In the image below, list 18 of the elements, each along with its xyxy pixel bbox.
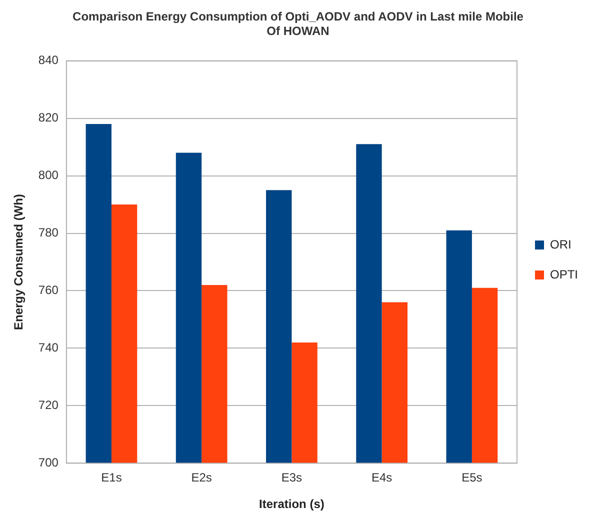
y-tick-label: 840 xyxy=(38,53,59,68)
chart-title: Comparison Energy Consumption of Opti_AODV and AODV in Last mile Mobile Of HOWAN xyxy=(72,10,524,38)
x-tick-label: E2s xyxy=(191,470,212,485)
legend-label: ORI xyxy=(550,237,572,252)
x-tick-label: E5s xyxy=(462,470,482,485)
x-tick-label: E4s xyxy=(371,470,392,485)
y-tick-label: 780 xyxy=(38,226,59,240)
legend-label: OPTI xyxy=(550,267,578,282)
y-tick-label: 800 xyxy=(38,168,59,182)
y-tick-label: 700 xyxy=(38,456,59,470)
x-axis-title: Iteration (s) xyxy=(259,497,324,512)
x-tick-label: E1s xyxy=(101,470,122,485)
y-axis-title: Energy Consumed (Wh) xyxy=(12,194,26,330)
y-tick-label: 760 xyxy=(38,283,59,298)
x-tick-label: E3s xyxy=(281,470,302,485)
y-tick-label: 740 xyxy=(38,340,59,355)
y-tick-label: 820 xyxy=(38,110,59,125)
y-tick-label: 720 xyxy=(38,398,59,412)
